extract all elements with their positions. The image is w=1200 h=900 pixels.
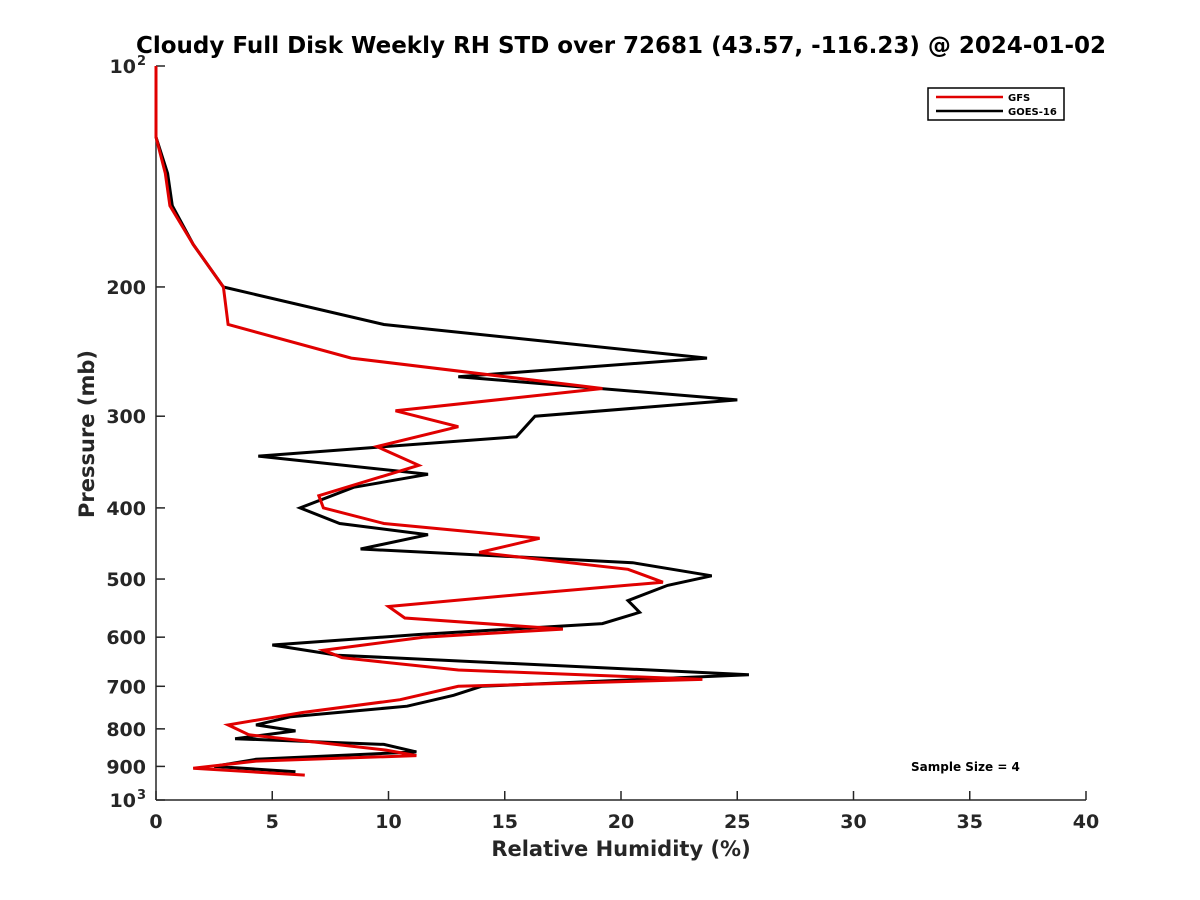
legend-box [927, 87, 1065, 121]
x-axis-label: Relative Humidity (%) [491, 837, 750, 861]
legend: GFS GOES-16 [927, 87, 1065, 121]
y-tick-label: 10 [110, 56, 136, 78]
y-tick-exponent: 3 [137, 788, 146, 803]
y-tick-label: 700 [106, 676, 146, 698]
x-tick-label: 15 [492, 811, 518, 833]
y-tick-label: 200 [106, 277, 146, 299]
x-tick-label: 5 [266, 811, 279, 833]
x-tick-label: 35 [957, 811, 983, 833]
y-tick-label: 500 [106, 569, 146, 591]
x-tick-label: 0 [149, 811, 162, 833]
chart-title: Cloudy Full Disk Weekly RH STD over 7268… [136, 33, 1106, 59]
x-tick-label: 20 [608, 811, 634, 833]
x-tick-label: 30 [840, 811, 866, 833]
y-tick-label: 800 [106, 719, 146, 741]
x-tick-label: 40 [1073, 811, 1099, 833]
x-tick-label: 25 [724, 811, 750, 833]
sample-size-annotation: Sample Size = 4 [911, 760, 1020, 774]
y-tick-exponent: 2 [137, 54, 146, 69]
y-tick-label: 400 [106, 498, 146, 520]
y-tick-label: 900 [106, 756, 146, 778]
series-line-gfs [154, 66, 703, 777]
series-layer [154, 66, 749, 777]
x-tick-label: 10 [375, 811, 401, 833]
y-tick-label: 10 [110, 790, 136, 812]
y-tick-label: 300 [106, 406, 146, 428]
y-axis-label-group: Pressure (mb) [75, 350, 99, 518]
y-axis-label: Pressure (mb) [75, 350, 99, 518]
y-tick-label: 600 [106, 627, 146, 649]
legend-label-goes-16: GOES-16 [1008, 107, 1057, 118]
series-line-goes-16 [154, 66, 749, 774]
legend-label-gfs: GFS [1008, 93, 1030, 104]
